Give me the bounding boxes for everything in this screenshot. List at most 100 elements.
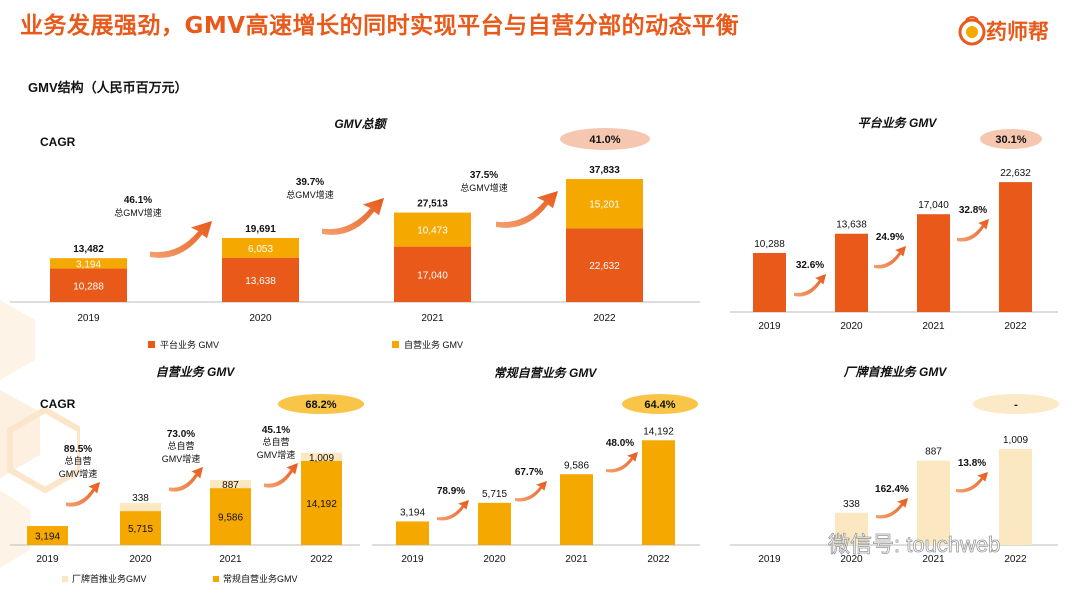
total-growth-arrow: [322, 198, 384, 235]
selfop-growth-label-b: GMV增速: [257, 449, 296, 460]
selfop-growth-pct: 89.5%: [64, 444, 92, 455]
total-growth-arrow: [496, 191, 558, 228]
regular-bar: [642, 440, 675, 545]
total-tick-label: 2020: [249, 313, 272, 324]
platform-growth-pct: 32.6%: [796, 260, 824, 271]
total-tick-label: 2021: [421, 313, 444, 324]
factory-growth-arrow: [876, 498, 908, 519]
legend-selfop: 自营业务 GMV: [404, 339, 463, 350]
platform-growth-arrow: [957, 219, 989, 242]
selfop-label-regular: 5,715: [128, 524, 153, 535]
total-label-sum: 27,513: [417, 199, 448, 210]
regular-tick-label: 2019: [401, 554, 424, 565]
selfop-bar-factory: [120, 503, 161, 512]
total-growth-label: 总GMV增速: [286, 189, 334, 200]
platform-tick-label: 2020: [840, 321, 863, 332]
total-bar-platform: [50, 268, 127, 302]
total-label-platform: 13,638: [245, 276, 276, 287]
total-bar-platform: [394, 246, 471, 302]
platform-tick-label: 2019: [758, 321, 781, 332]
selfop-growth-pct: 73.0%: [167, 429, 195, 440]
platform-bar: [999, 182, 1032, 312]
total-label-sum: 37,833: [589, 165, 620, 176]
total-label-sum: 13,482: [73, 244, 104, 255]
factory-growth-arrow: [956, 472, 988, 493]
selfop-growth-label-b: GMV增速: [59, 468, 98, 479]
platform-chart-title: 平台业务 GMV: [858, 116, 938, 130]
selfop-label-regular: 14,192: [306, 499, 337, 510]
regular-value-label: 9,586: [564, 460, 589, 471]
factory-chart-title: 厂牌首推业务 GMV: [843, 365, 948, 379]
selfop-bar-regular: [120, 511, 161, 545]
factory-growth-pct: 13.8%: [958, 458, 986, 469]
selfop-chart-title: 自营业务 GMV: [156, 365, 236, 379]
total-growth-pct: 46.1%: [124, 195, 152, 206]
total-growth-label: 总GMV增速: [114, 207, 162, 218]
platform-growth-pct: 24.9%: [876, 232, 904, 243]
legend-platform: 平台业务 GMV: [160, 339, 219, 350]
total-growth-pct: 37.5%: [470, 170, 498, 181]
total-bar-selfop: [566, 179, 643, 229]
total-tick-label: 2019: [77, 313, 100, 324]
regular-cagr-badge: 64.4%: [622, 394, 698, 414]
total-bar-selfop: [394, 212, 471, 247]
platform-bar: [753, 252, 786, 312]
selfop-tick-label: 2021: [219, 554, 242, 565]
factory-growth-pct: 162.4%: [875, 484, 909, 495]
total-label-selfop: 6,053: [248, 244, 273, 255]
factory-cagr-badge-text: -: [1014, 399, 1018, 411]
regular-growth-pct: 78.9%: [437, 486, 465, 497]
regular-value-label: 5,715: [482, 489, 507, 500]
regular-tick-label: 2021: [565, 554, 588, 565]
factory-tick-label: 2021: [922, 554, 945, 565]
selfop-tick-label: 2019: [36, 554, 59, 565]
selfop-bar-regular: [210, 488, 251, 545]
selfop-cagr-label: CAGR: [40, 397, 76, 411]
regular-tick-label: 2020: [483, 554, 506, 565]
regular-bar: [478, 502, 511, 545]
page-title: 业务发展强劲，GMV高速增长的同时实现平台与自营分部的动态平衡: [20, 13, 740, 39]
legend-swatch-factory: [62, 576, 68, 582]
total-label-platform: 17,040: [417, 270, 448, 281]
selfop-growth-label-b: GMV增速: [162, 453, 201, 464]
total-cagr-badge-text: 41.0%: [589, 134, 620, 146]
total-cagr-label: CAGR: [40, 135, 76, 149]
watermark: 微信号: touchweb: [828, 532, 1000, 557]
total-label-sum: 19,691: [245, 224, 276, 235]
total-cagr-badge: 41.0%: [560, 128, 650, 150]
platform-cagr-badge-text: 30.1%: [995, 134, 1026, 146]
regular-growth-arrow: [515, 481, 547, 502]
platform-growth-arrow: [794, 274, 826, 297]
selfop-tick-label: 2020: [129, 554, 152, 565]
regular-chart-title: 常规自营业务 GMV: [494, 366, 598, 380]
selfop-growth-pct: 45.1%: [262, 425, 290, 436]
regular-growth-pct: 48.0%: [606, 438, 634, 449]
legend-swatch-regular: [213, 576, 219, 582]
factory-cagr-badge: -: [973, 394, 1059, 414]
factory-bar: [835, 512, 868, 545]
brand-name: 药师帮: [986, 20, 1049, 44]
factory-tick-label: 2022: [1004, 554, 1027, 565]
total-growth-pct: 39.7%: [296, 177, 324, 188]
selfop-label-factory: 1,009: [309, 453, 334, 464]
selfop-label-regular: 9,586: [218, 513, 243, 524]
legend-swatch-selfop: [392, 341, 399, 348]
factory-bar: [917, 460, 950, 545]
selfop-bar-regular: [301, 460, 342, 545]
legend-swatch-platform: [148, 341, 155, 348]
platform-growth-arrow: [874, 246, 906, 269]
total-label-selfop: 10,473: [417, 226, 448, 237]
regular-bar: [560, 474, 593, 545]
factory-bar: [999, 448, 1032, 545]
factory-value-label: 887: [925, 447, 942, 458]
regular-growth-pct: 67.7%: [515, 467, 543, 478]
selfop-label-factory: 338: [132, 493, 149, 504]
platform-tick-label: 2022: [1004, 321, 1027, 332]
selfop-growth-arrow: [66, 482, 100, 507]
selfop-bar-factory: [210, 480, 251, 489]
total-bar-platform: [566, 228, 643, 302]
total-bar-selfop: [50, 258, 127, 269]
total-label-selfop: 3,194: [76, 259, 101, 270]
factory-value-label: 338: [843, 499, 860, 510]
